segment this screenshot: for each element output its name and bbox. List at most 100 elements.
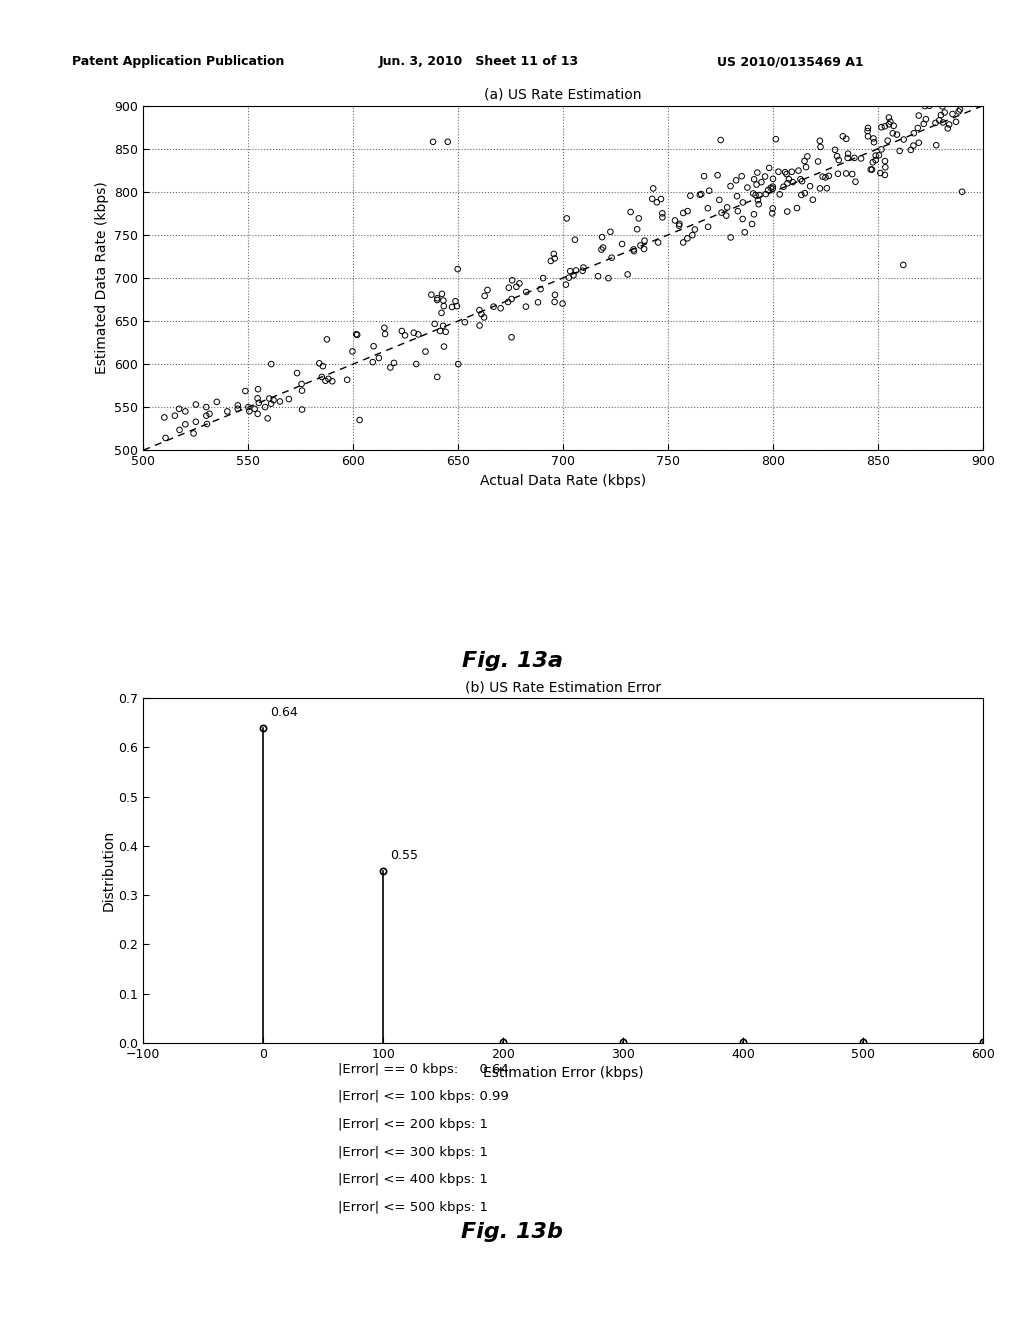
Point — [626, 239, 642, 260]
Point — [881, 107, 897, 128]
Point — [873, 139, 890, 160]
Point — [699, 198, 716, 219]
Point — [594, 227, 610, 248]
Point — [862, 158, 879, 180]
Point — [593, 239, 609, 260]
X-axis label: Actual Data Rate (kbps): Actual Data Rate (kbps) — [480, 474, 646, 487]
Point — [886, 115, 902, 136]
Point — [768, 128, 784, 149]
Point — [878, 157, 894, 178]
Point — [733, 165, 750, 186]
Point — [798, 157, 814, 178]
Point — [671, 215, 687, 236]
Point — [339, 370, 355, 391]
Point — [620, 264, 636, 285]
Point — [910, 106, 927, 127]
Point — [314, 355, 331, 376]
Point — [934, 96, 950, 117]
Point — [645, 178, 662, 199]
Point — [739, 177, 756, 198]
Point — [771, 183, 787, 205]
Point — [644, 189, 660, 210]
Point — [729, 186, 745, 207]
Point — [743, 214, 760, 235]
Point — [386, 352, 402, 374]
Point — [636, 230, 652, 251]
Point — [408, 354, 424, 375]
Point — [187, 393, 204, 414]
Point — [765, 198, 781, 219]
Point — [797, 150, 813, 172]
Point — [736, 222, 753, 243]
Point — [840, 148, 856, 169]
Point — [765, 178, 781, 199]
Point — [916, 95, 933, 116]
Point — [177, 401, 194, 422]
Point — [812, 131, 828, 152]
Point — [749, 174, 765, 195]
Point — [565, 265, 582, 286]
Point — [953, 181, 970, 202]
Point — [765, 176, 781, 197]
Point — [885, 123, 901, 144]
Point — [950, 100, 967, 121]
Point — [828, 145, 845, 166]
Point — [892, 140, 908, 161]
Text: Patent Application Publication: Patent Application Publication — [72, 55, 284, 69]
Point — [794, 170, 810, 191]
Point — [838, 128, 854, 149]
Point — [682, 185, 698, 206]
Point — [784, 172, 801, 193]
Point — [952, 99, 969, 120]
Point — [881, 114, 897, 135]
Point — [602, 222, 618, 243]
Point — [265, 389, 282, 411]
Point — [940, 117, 956, 139]
Point — [198, 405, 214, 426]
Point — [311, 352, 328, 374]
Point — [728, 170, 744, 191]
Text: |Error| <= 300 kbps: 1: |Error| <= 300 kbps: 1 — [338, 1146, 487, 1159]
Point — [500, 292, 516, 313]
Y-axis label: Distribution: Distribution — [101, 830, 116, 911]
Point — [493, 298, 509, 319]
Point — [783, 161, 800, 182]
Point — [840, 143, 856, 164]
Point — [532, 279, 549, 300]
Point — [910, 132, 927, 153]
Point — [425, 131, 441, 152]
Point — [365, 351, 381, 372]
Point — [935, 112, 951, 133]
Point — [450, 259, 466, 280]
Point — [867, 145, 884, 166]
Point — [751, 194, 767, 215]
Point — [351, 409, 368, 430]
Point — [271, 391, 288, 412]
Y-axis label: Estimated Data Rate (kbps): Estimated Data Rate (kbps) — [95, 182, 109, 375]
Point — [867, 149, 884, 170]
Point — [788, 198, 805, 219]
Point — [723, 227, 739, 248]
Point — [432, 321, 449, 342]
Point — [433, 302, 450, 323]
Point — [366, 335, 382, 356]
Point — [600, 268, 616, 289]
Point — [679, 201, 695, 222]
Point — [764, 203, 780, 224]
Point — [650, 232, 667, 253]
Point — [504, 326, 520, 347]
Text: 0.55: 0.55 — [390, 849, 419, 862]
Point — [443, 297, 460, 318]
Point — [889, 124, 905, 145]
Point — [859, 120, 876, 141]
Point — [177, 413, 194, 434]
Text: Jun. 3, 2010   Sheet 11 of 13: Jun. 3, 2010 Sheet 11 of 13 — [379, 55, 579, 69]
Point — [429, 367, 445, 388]
Point — [667, 210, 683, 231]
Point — [547, 284, 563, 305]
Point — [896, 129, 912, 150]
Point — [779, 201, 796, 222]
Point — [810, 150, 826, 172]
Point — [941, 114, 957, 135]
Point — [905, 123, 922, 144]
